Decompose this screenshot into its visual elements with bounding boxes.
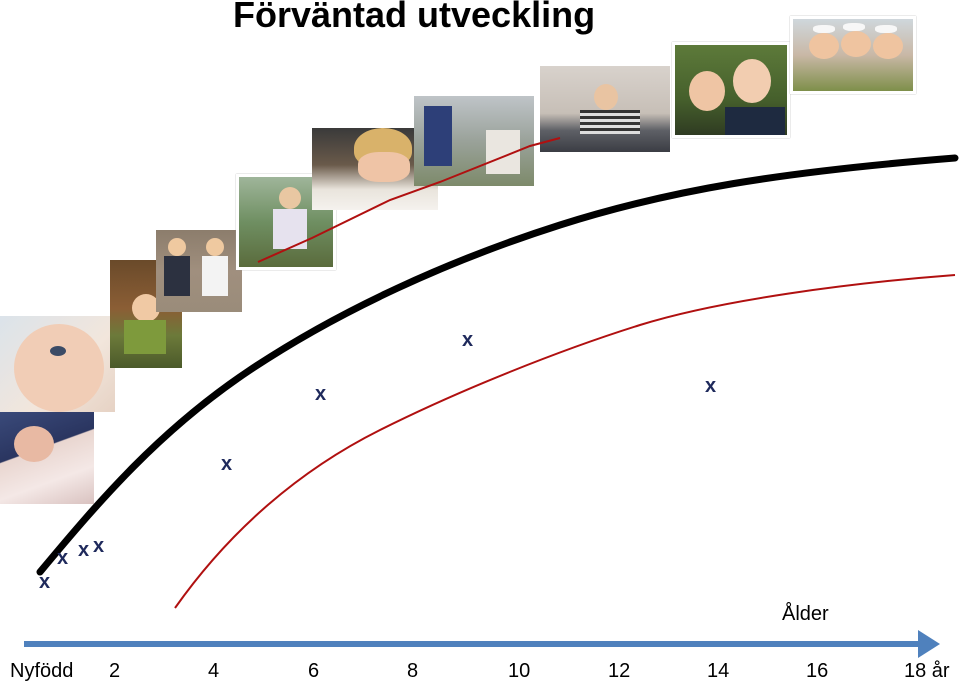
graduates-photo [790,16,916,94]
lower-curve [174,274,956,609]
lower-curve-upper-segment [257,137,561,263]
tick-label: 12 [608,660,631,682]
tick-label: 14 [707,660,730,682]
girl-lying-photo [540,66,670,152]
marker-x: x [57,547,69,569]
marker-x: x [315,383,327,405]
marker-x: x [78,539,90,561]
marker-x: x [39,571,51,593]
tick-label: 6 [308,660,320,682]
kids-playing-photo [414,96,534,186]
axis-title: Ålder [782,603,829,625]
age-axis-arrowhead [918,630,940,658]
teen-couple-photo [672,42,790,138]
marker-x: x [221,453,233,475]
tick-label: 8 [407,660,419,682]
tick-label: 4 [208,660,220,682]
baby-photo [0,316,115,412]
marker-x: x [705,375,717,397]
two-boys-photo [156,230,242,312]
marker-x: x [462,329,474,351]
tick-label: 10 [508,660,531,682]
expected-curve [36,154,959,576]
tick-label: Nyfödd [10,660,74,682]
tick-label: 16 [806,660,829,682]
newborn-photo [0,412,94,504]
tick-label: 2 [109,660,121,682]
diagram-title: Förväntad utveckling [233,0,596,35]
marker-x: x [93,535,105,557]
tick-label: 18 år [904,660,950,682]
